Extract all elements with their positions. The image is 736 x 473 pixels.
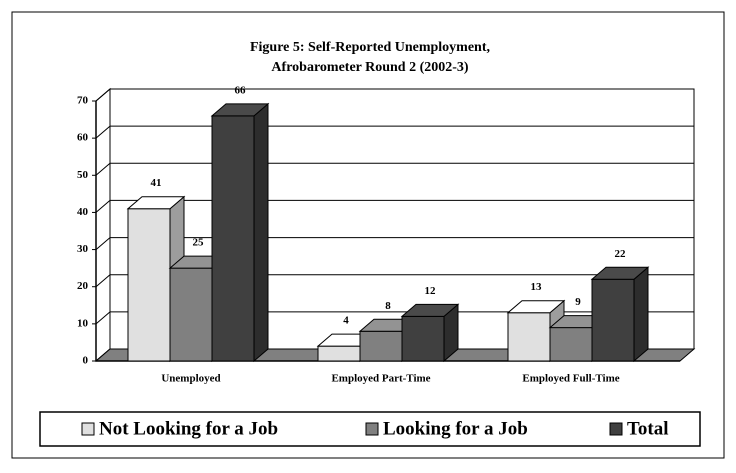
y-tick-label: 70: [77, 95, 89, 107]
bar-side: [253, 102, 269, 363]
bar-front: [507, 312, 551, 362]
bar-front: [549, 327, 593, 362]
y-tick-label: 10: [77, 317, 89, 329]
legend-swatch: [81, 422, 95, 436]
bar-top: [210, 103, 270, 117]
y-tick-label: 60: [77, 132, 89, 144]
bar-top: [400, 303, 460, 317]
grid-line: [95, 274, 694, 288]
bar-top: [126, 196, 186, 210]
data-label: 41: [151, 177, 162, 189]
chart-subtitle: Afrobarometer Round 2 (2002-3): [271, 60, 468, 75]
grid-line: [95, 311, 694, 325]
y-tick-label: 40: [77, 206, 89, 218]
data-label: 66: [235, 84, 247, 96]
grid-line: [95, 199, 694, 213]
data-label: 4: [343, 315, 349, 327]
grid-line: [95, 237, 694, 250]
legend-swatch: [365, 422, 379, 436]
data-label: 9: [575, 296, 581, 308]
legend-label: Looking for a Job: [383, 418, 528, 439]
data-label: 8: [385, 300, 391, 312]
bar: [590, 266, 650, 363]
x-tick-label: Unemployed: [161, 373, 220, 385]
legend-swatch: [609, 422, 623, 436]
bar-side: [633, 266, 649, 363]
x-tick-label: Employed Part-Time: [331, 373, 430, 385]
bar: [400, 303, 460, 363]
bar-front: [317, 345, 361, 362]
data-label: 22: [615, 248, 627, 260]
legend-label: Total: [627, 418, 669, 439]
side-wall: [95, 87, 111, 363]
chart-title: Figure 5: Self-Reported Unemployment,: [250, 40, 490, 55]
grid-line: [95, 125, 694, 139]
data-label: 12: [425, 285, 437, 297]
data-label: 25: [193, 237, 205, 249]
bar-front: [401, 315, 445, 362]
bar-front: [591, 278, 635, 362]
grid-line: [95, 88, 694, 102]
legend-label: Not Looking for a Job: [99, 418, 278, 439]
y-tick-label: 30: [77, 243, 89, 255]
bar-front: [211, 115, 255, 362]
bar: [210, 102, 270, 363]
bar-top: [590, 266, 650, 280]
y-tick-label: 0: [83, 355, 89, 367]
data-label: 13: [531, 281, 543, 293]
grid-line: [95, 162, 694, 176]
y-tick-label: 20: [77, 280, 89, 292]
y-tick-label: 50: [77, 169, 89, 181]
bar-front: [127, 208, 171, 362]
bar-front: [359, 330, 403, 362]
x-tick-label: Employed Full-Time: [522, 373, 619, 385]
bar-top: [506, 300, 566, 314]
bar-front: [169, 267, 213, 362]
